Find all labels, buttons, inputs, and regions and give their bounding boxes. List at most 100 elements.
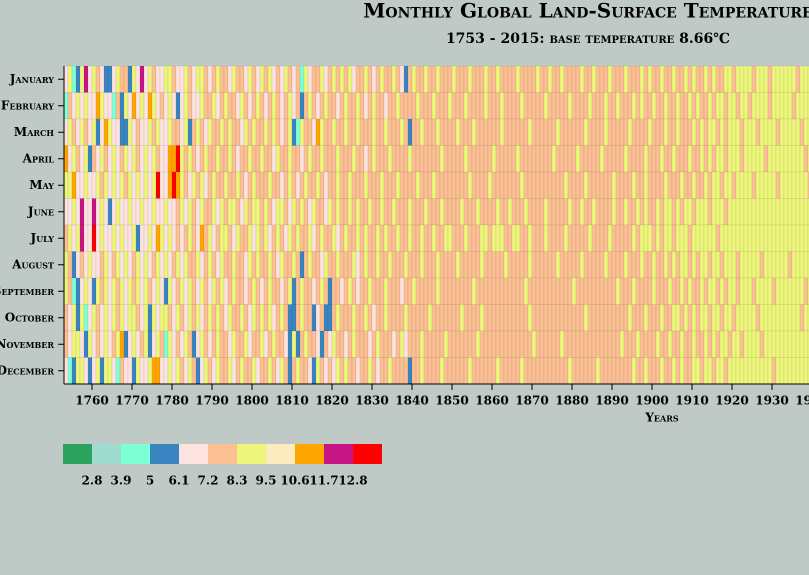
cell [371, 145, 377, 173]
cell [723, 357, 729, 385]
cell [207, 198, 213, 226]
cell [383, 251, 389, 279]
cell [491, 251, 497, 279]
cell [663, 118, 669, 146]
cell [143, 251, 149, 279]
cell [663, 145, 669, 173]
cell [319, 65, 325, 93]
cell [139, 224, 145, 252]
cell [167, 171, 173, 199]
cell [543, 357, 549, 385]
cell [363, 357, 369, 385]
cell [583, 118, 589, 146]
cell [147, 92, 153, 120]
cell [127, 224, 133, 252]
cell [235, 304, 241, 332]
cell [735, 65, 741, 93]
cell [523, 357, 529, 385]
y-tick-label: March [14, 125, 55, 139]
cell [435, 171, 441, 199]
cell [63, 92, 69, 120]
cell [567, 92, 573, 120]
cell [383, 65, 389, 93]
cell [219, 145, 225, 173]
cell [695, 92, 701, 120]
cell [395, 277, 401, 305]
cell [715, 198, 721, 226]
cell [227, 330, 233, 358]
cell [87, 171, 93, 199]
cell [567, 304, 573, 332]
cell [575, 251, 581, 279]
cell [799, 224, 805, 252]
cell [467, 357, 473, 385]
cell [203, 277, 209, 305]
cell [275, 198, 281, 226]
cell [175, 357, 181, 385]
cell [151, 118, 157, 146]
cell [551, 145, 557, 173]
cell [759, 330, 765, 358]
cell [487, 357, 493, 385]
cell [483, 251, 489, 279]
cell [95, 198, 101, 226]
legend-label: 8.3 [227, 474, 248, 488]
cell [219, 171, 225, 199]
cell [619, 330, 625, 358]
cell [219, 92, 225, 120]
cell [751, 330, 757, 358]
cell [511, 330, 517, 358]
cell [747, 251, 753, 279]
cell [79, 304, 85, 332]
cell [583, 304, 589, 332]
cell [691, 145, 697, 173]
cell [71, 277, 77, 305]
cell [87, 92, 93, 120]
cell [775, 251, 781, 279]
cell [699, 198, 705, 226]
cell [503, 171, 509, 199]
cell [743, 277, 749, 305]
cell [135, 277, 141, 305]
cell [143, 65, 149, 93]
cell [343, 198, 349, 226]
cell [335, 145, 341, 173]
cell [735, 224, 741, 252]
cell [487, 92, 493, 120]
cell [375, 304, 381, 332]
cell [671, 224, 677, 252]
cell [283, 277, 289, 305]
cell [647, 198, 653, 226]
x-tick-label: 1820 [315, 394, 348, 408]
cell [323, 145, 329, 173]
cell [279, 198, 285, 226]
cell [655, 118, 661, 146]
cell [295, 277, 301, 305]
cell [687, 304, 693, 332]
cell [651, 118, 657, 146]
cell [215, 277, 221, 305]
cell [559, 65, 565, 93]
cell [715, 92, 721, 120]
cell [627, 330, 633, 358]
cell [251, 224, 257, 252]
cell [671, 357, 677, 385]
cell [631, 145, 637, 173]
cell [247, 251, 253, 279]
cell [367, 304, 373, 332]
cell [159, 118, 165, 146]
cell [379, 330, 385, 358]
cell [263, 357, 269, 385]
cell [271, 330, 277, 358]
cell [87, 277, 93, 305]
cell [131, 65, 137, 93]
cell [223, 65, 229, 93]
cell [795, 357, 801, 385]
cell [91, 224, 97, 252]
cell [251, 304, 257, 332]
cell [427, 171, 433, 199]
cell [803, 118, 809, 146]
cell [199, 357, 205, 385]
cell [511, 224, 517, 252]
cell [791, 92, 797, 120]
